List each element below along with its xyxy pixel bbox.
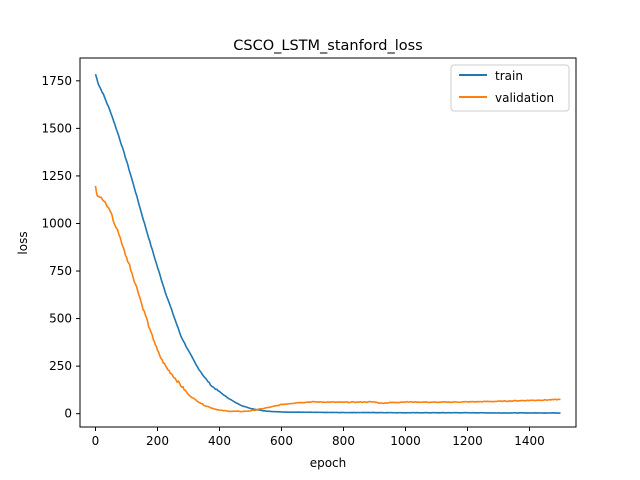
legend-box: [450, 64, 570, 112]
x-tick-label: 200: [146, 434, 169, 448]
series-line-train: [94, 73, 561, 414]
y-axis-label: loss: [16, 231, 30, 254]
y-tick-label: 1750: [41, 74, 72, 88]
legend-label-validation: validation: [495, 91, 554, 105]
x-tick-label: 400: [208, 434, 231, 448]
series-line-validation: [94, 185, 561, 413]
x-tick-label: 1400: [514, 434, 545, 448]
x-tick-label: 0: [92, 434, 100, 448]
y-tick-label: 0: [64, 407, 72, 421]
x-tick-label: 1000: [390, 434, 421, 448]
y-tick-label: 250: [49, 359, 72, 373]
y-tick-label: 1000: [41, 216, 72, 230]
legend: train validation: [450, 64, 570, 112]
axes-frame: [79, 57, 577, 428]
x-axis-ticks: 0 200 400 600 800 1000 1200 1400: [92, 427, 545, 448]
y-tick-label: 1500: [41, 121, 72, 135]
x-tick-label: 1200: [452, 434, 483, 448]
x-tick-label: 600: [270, 434, 293, 448]
x-axis-label: epoch: [310, 456, 347, 470]
plot-area: [80, 58, 576, 427]
y-tick-label: 500: [49, 312, 72, 326]
chart-title: CSCO_LSTM_stanford_loss: [233, 38, 422, 54]
x-tick-label: 800: [332, 434, 355, 448]
series-group: [94, 73, 561, 414]
y-axis-ticks: 0 250 500 750 1000 1250 1500 1750: [41, 74, 80, 421]
y-tick-label: 1250: [41, 169, 72, 183]
legend-label-train: train: [495, 69, 523, 83]
y-tick-label: 750: [49, 264, 72, 278]
